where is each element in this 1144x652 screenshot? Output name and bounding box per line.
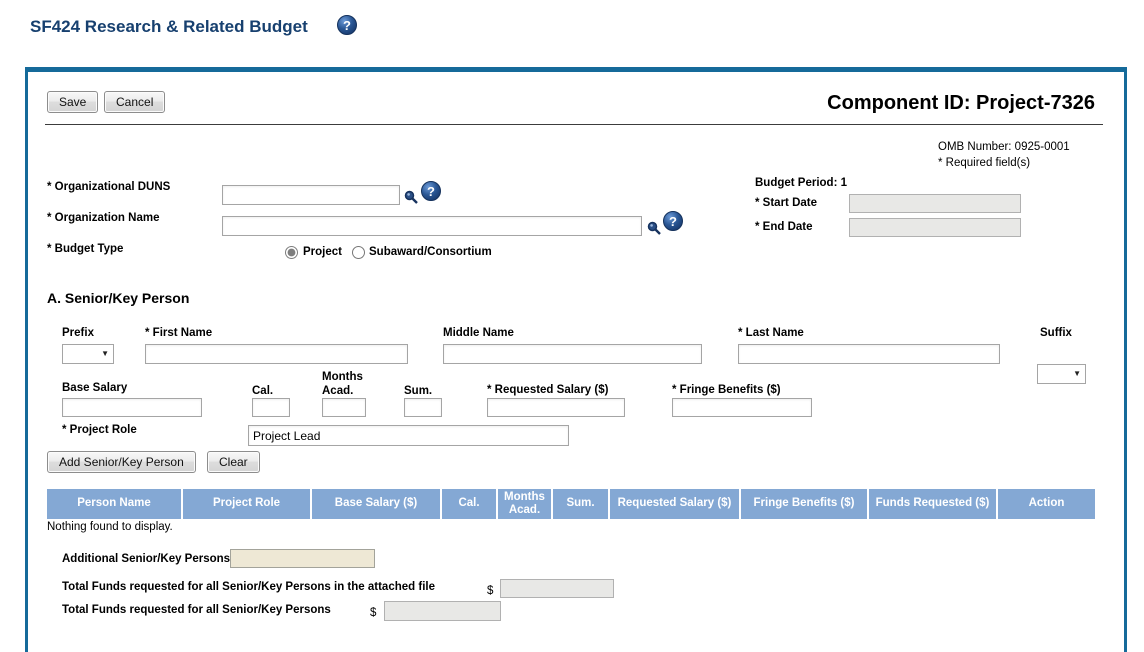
- project-role-input[interactable]: [248, 425, 569, 446]
- middle-name-input[interactable]: [443, 344, 702, 364]
- budget-type-option-subaward-label: Subaward/Consortium: [369, 246, 492, 258]
- additional-persons-input[interactable]: [230, 549, 375, 568]
- form-panel: [25, 67, 1127, 652]
- budget-type-radio-subaward[interactable]: [352, 246, 365, 259]
- sum-months-input[interactable]: [404, 398, 442, 417]
- additional-persons-label: Additional Senior/Key Persons: [62, 553, 231, 565]
- start-date-input: [849, 194, 1021, 213]
- cancel-button[interactable]: Cancel: [104, 91, 166, 113]
- prefix-label: Prefix: [62, 327, 94, 339]
- org-name-input[interactable]: [222, 216, 642, 236]
- page-title: SF424 Research & Related Budget: [30, 17, 308, 36]
- base-salary-input[interactable]: [62, 398, 202, 417]
- acad-label: Acad.: [322, 385, 354, 397]
- project-role-label: * Project Role: [62, 424, 137, 436]
- table-empty-message: Nothing found to display.: [47, 521, 173, 533]
- cal-months-input[interactable]: [252, 398, 290, 417]
- header-divider: [45, 124, 1103, 125]
- org-name-help-icon[interactable]: ?: [663, 211, 683, 231]
- duns-help-icon[interactable]: ?: [421, 181, 441, 201]
- section-a-heading: A. Senior/Key Person: [47, 290, 190, 306]
- acad-months-input[interactable]: [322, 398, 366, 417]
- grand-total-label: Total Funds requested for all Senior/Key…: [62, 604, 331, 616]
- budget-type-label: * Budget Type: [47, 243, 124, 255]
- column-header-project-role: Project Role: [183, 489, 310, 519]
- duns-label: * Organizational DUNS: [47, 181, 171, 193]
- suffix-select[interactable]: ▼: [1037, 364, 1086, 384]
- cal-label: Cal.: [252, 385, 274, 397]
- column-header-requested-salary: Requested Salary ($): [610, 489, 739, 519]
- chevron-down-icon: ▼: [1073, 369, 1081, 378]
- end-date-label: * End Date: [755, 221, 813, 233]
- column-header-action: Action: [998, 489, 1095, 519]
- persons-table-header-row: Person Name Project Role Base Salary ($)…: [47, 489, 1095, 519]
- chevron-down-icon: ▼: [101, 349, 109, 358]
- column-header-sum: Sum.: [553, 489, 608, 519]
- budget-period-label: Budget Period: 1: [755, 177, 848, 189]
- requested-salary-label: * Requested Salary ($): [487, 384, 609, 396]
- column-header-fringe-benefits: Fringe Benefits ($): [741, 489, 867, 519]
- grand-total-currency-symbol: $: [370, 607, 377, 619]
- budget-type-radio-project[interactable]: [285, 246, 298, 259]
- org-name-label: * Organization Name: [47, 212, 160, 224]
- omb-number: OMB Number: 0925-0001: [938, 141, 1070, 153]
- fringe-benefits-input[interactable]: [672, 398, 812, 417]
- sum-label: Sum.: [404, 385, 433, 397]
- fringe-benefits-label: * Fringe Benefits ($): [672, 384, 781, 396]
- attached-total-input: [500, 579, 614, 598]
- duns-search-icon[interactable]: [404, 190, 419, 205]
- prefix-select[interactable]: ▼: [62, 344, 114, 364]
- first-name-input[interactable]: [145, 344, 408, 364]
- column-header-months-acad: Months Acad.: [498, 489, 551, 519]
- column-header-funds-requested: Funds Requested ($): [869, 489, 996, 519]
- base-salary-label: Base Salary: [62, 382, 128, 394]
- suffix-label: Suffix: [1040, 327, 1072, 339]
- first-name-label: * First Name: [145, 327, 213, 339]
- column-header-cal: Cal.: [442, 489, 496, 519]
- last-name-label: * Last Name: [738, 327, 804, 339]
- requested-salary-input[interactable]: [487, 398, 625, 417]
- column-header-base-salary: Base Salary ($): [312, 489, 440, 519]
- budget-type-option-project-label: Project: [303, 246, 342, 258]
- attached-total-label: Total Funds requested for all Senior/Key…: [62, 581, 435, 593]
- column-header-person-name: Person Name: [47, 489, 181, 519]
- save-button[interactable]: Save: [47, 91, 99, 113]
- last-name-input[interactable]: [738, 344, 1000, 364]
- attached-total-currency-symbol: $: [487, 585, 494, 597]
- months-label: Months: [322, 371, 363, 383]
- title-help-icon[interactable]: ?: [337, 15, 357, 35]
- duns-input[interactable]: [222, 185, 400, 205]
- start-date-label: * Start Date: [755, 197, 817, 209]
- component-id: Component ID: Project-7326: [827, 92, 1095, 114]
- required-note: * Required field(s): [938, 157, 1031, 169]
- add-senior-key-person-button[interactable]: Add Senior/Key Person: [47, 451, 196, 473]
- org-name-search-icon[interactable]: [647, 221, 662, 236]
- clear-button[interactable]: Clear: [207, 451, 260, 473]
- middle-name-label: Middle Name: [443, 327, 514, 339]
- grand-total-input: [384, 601, 501, 621]
- end-date-input: [849, 218, 1021, 237]
